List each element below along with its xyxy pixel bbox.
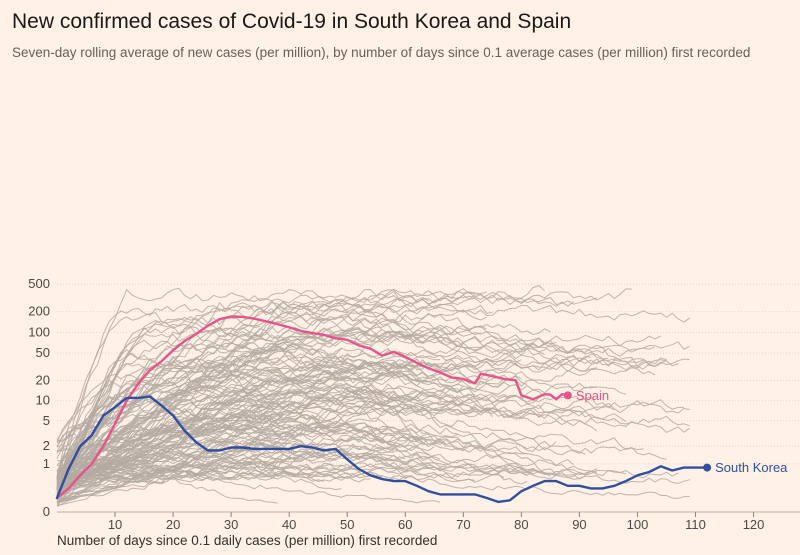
y-tick-label: 200 bbox=[28, 304, 50, 319]
x-axis: 10 20 30 40 50 60 70 80 90 100 110 120 bbox=[108, 512, 765, 532]
y-tick-label: 5 bbox=[43, 413, 50, 428]
country-line bbox=[56, 327, 383, 484]
country-line bbox=[56, 461, 598, 489]
x-tick-label: 10 bbox=[108, 517, 122, 532]
country-line bbox=[56, 385, 557, 496]
country-line bbox=[56, 320, 656, 496]
y-axis: 0 1 2 5 10 20 50 100 200 500 bbox=[28, 276, 50, 519]
x-tick-label: 70 bbox=[456, 517, 470, 532]
country-line bbox=[56, 288, 597, 483]
south-korea-end-point bbox=[703, 463, 712, 472]
country-line bbox=[56, 300, 667, 472]
country-line bbox=[56, 394, 272, 497]
country-line bbox=[56, 405, 644, 501]
spain-line bbox=[55, 315, 569, 500]
country-line bbox=[56, 470, 383, 483]
country-line bbox=[56, 288, 475, 476]
x-axis-label: Number of days since 0.1 daily cases (pe… bbox=[57, 533, 437, 548]
country-line bbox=[56, 408, 342, 452]
spain-end-point bbox=[563, 391, 572, 400]
country-line bbox=[56, 385, 400, 491]
country-line bbox=[56, 463, 278, 504]
country-line bbox=[56, 385, 377, 489]
x-tick-label: 60 bbox=[398, 517, 412, 532]
country-line bbox=[56, 431, 586, 503]
highlighted-lines: Spain South Korea bbox=[55, 315, 788, 504]
country-line bbox=[56, 384, 690, 507]
y-tick-label: 10 bbox=[36, 393, 50, 408]
country-line bbox=[56, 297, 429, 497]
x-tick-label: 120 bbox=[743, 517, 765, 532]
country-line bbox=[56, 389, 690, 476]
country-line bbox=[56, 402, 690, 484]
x-tick-label: 100 bbox=[627, 517, 649, 532]
country-line bbox=[56, 467, 528, 490]
country-line bbox=[56, 325, 365, 489]
country-line bbox=[56, 355, 690, 454]
y-tick-label: 0 bbox=[43, 504, 50, 519]
country-line bbox=[56, 366, 656, 491]
x-tick-label: 20 bbox=[166, 517, 180, 532]
south-korea-line bbox=[55, 395, 709, 504]
x-tick-label: 50 bbox=[340, 517, 354, 532]
chart-title: New confirmed cases of Covid-19 in South… bbox=[12, 10, 572, 33]
x-tick-label: 40 bbox=[282, 517, 296, 532]
x-tick-label: 80 bbox=[514, 517, 528, 532]
other-countries-lines bbox=[56, 285, 690, 507]
country-line bbox=[56, 348, 342, 488]
country-line bbox=[56, 403, 296, 478]
y-tick-label: 2 bbox=[43, 438, 50, 453]
country-line bbox=[56, 440, 290, 503]
x-tick-label: 30 bbox=[224, 517, 238, 532]
spain-label: Spain bbox=[576, 388, 609, 403]
y-tick-label: 500 bbox=[28, 276, 50, 291]
country-line bbox=[56, 394, 470, 504]
y-tick-label: 100 bbox=[28, 324, 50, 339]
country-line bbox=[56, 454, 284, 488]
x-tick-label: 110 bbox=[685, 517, 706, 532]
country-line bbox=[56, 416, 476, 495]
y-tick-label: 1 bbox=[43, 456, 50, 471]
country-line bbox=[56, 352, 499, 491]
country-line bbox=[56, 342, 481, 507]
country-line bbox=[56, 456, 296, 485]
country-line bbox=[56, 422, 429, 466]
country-line bbox=[56, 309, 487, 500]
country-line bbox=[56, 318, 423, 498]
x-tick-label: 90 bbox=[572, 517, 586, 532]
y-tick-label: 50 bbox=[36, 345, 50, 360]
country-line bbox=[56, 406, 412, 485]
south-korea-label: South Korea bbox=[715, 460, 788, 475]
country-line bbox=[56, 287, 574, 486]
chart-subtitle: Seven-day rolling average of new cases (… bbox=[12, 45, 751, 60]
country-line bbox=[56, 443, 418, 469]
y-tick-label: 20 bbox=[36, 372, 50, 387]
country-line bbox=[56, 440, 313, 478]
